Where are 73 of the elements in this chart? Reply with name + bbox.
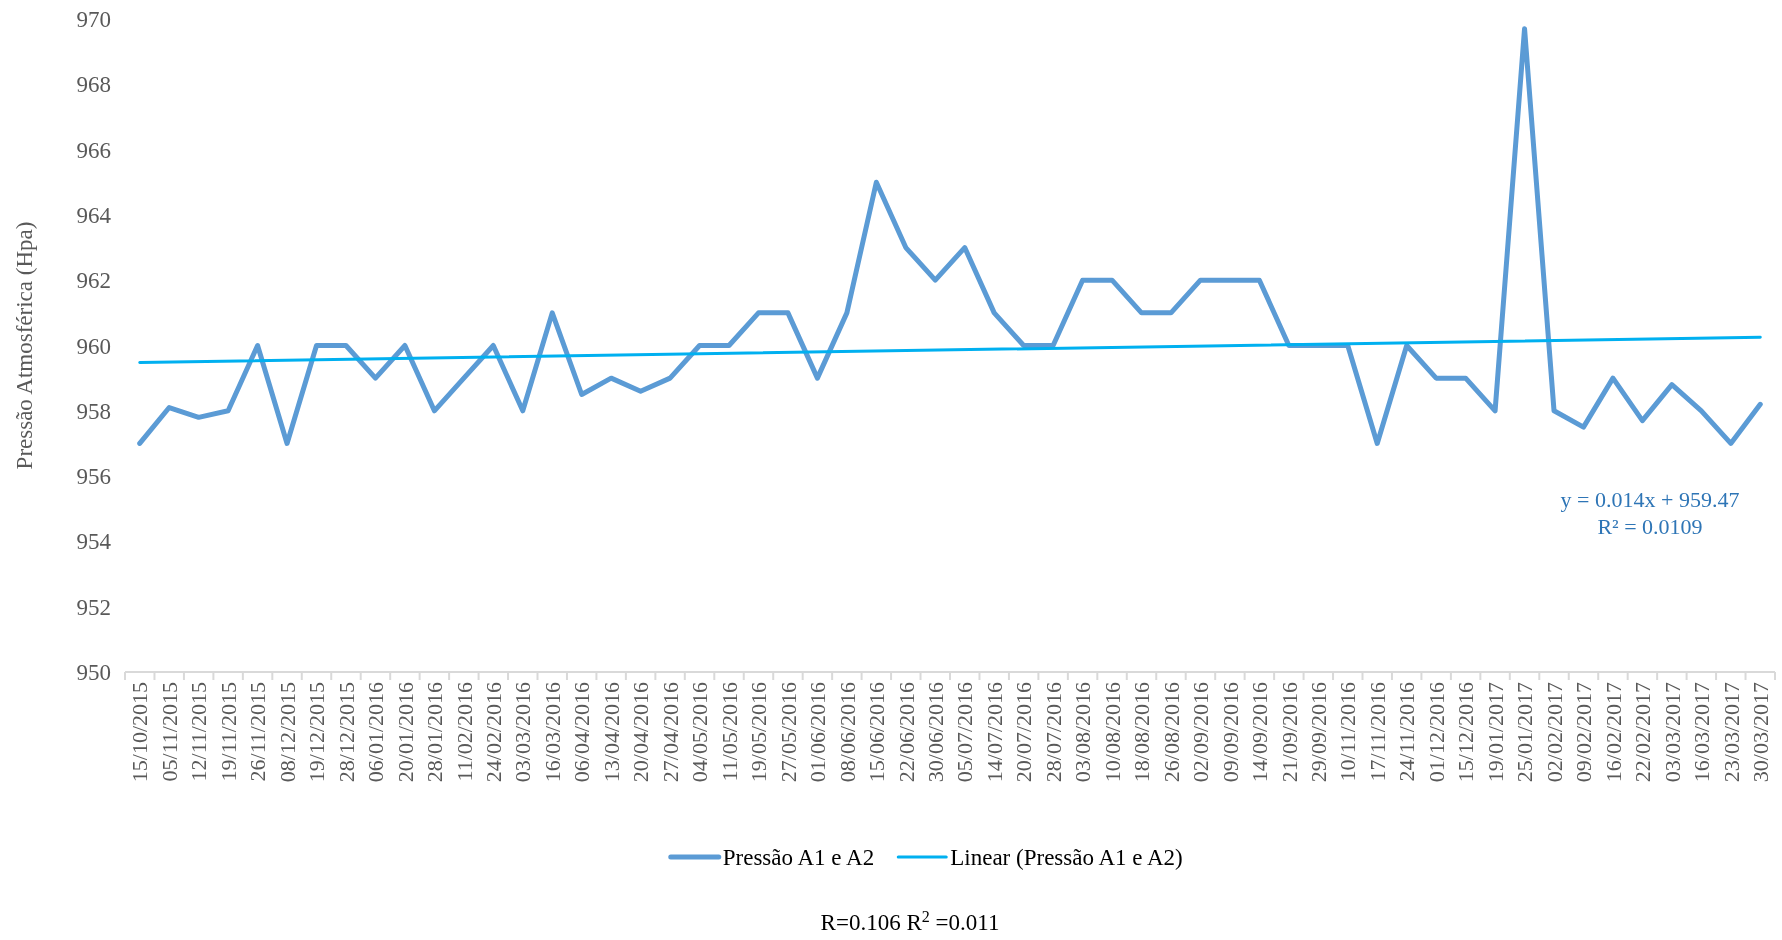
x-tick-label: 15/06/2016 (864, 682, 890, 783)
y-tick-label: 970 (76, 7, 111, 33)
x-tick-label: 04/05/2016 (687, 682, 713, 783)
x-tick-label: 02/02/2017 (1541, 682, 1567, 783)
x-tick-label: 19/01/2017 (1482, 682, 1508, 783)
legend-label: Pressão A1 e A2 (722, 845, 875, 871)
y-tick-label: 950 (76, 660, 111, 686)
x-tick-label: 01/06/2016 (805, 682, 831, 783)
x-tick-label: 10/11/2016 (1335, 682, 1361, 782)
x-tick-label: 27/05/2016 (775, 682, 801, 783)
y-tick-label: 964 (76, 202, 112, 228)
text: R=0.106 R$^{2}$ =0.011 (820, 907, 1000, 935)
x-tick-label: 11/05/2016 (716, 682, 742, 782)
x-tick-label: 18/08/2016 (1129, 682, 1155, 783)
x-tick-label: 22/02/2017 (1630, 682, 1656, 783)
x-tick-label: 09/09/2016 (1217, 682, 1243, 783)
y-tick-label: 954 (76, 529, 112, 555)
x-tick-label: 14/07/2016 (981, 682, 1007, 783)
legend-label: Linear (Pressão A1 e A2) (950, 845, 1183, 871)
x-tick-label: 13/04/2016 (598, 682, 624, 783)
x-tick-label: 05/07/2016 (952, 682, 978, 783)
x-tick-label: 30/06/2016 (922, 682, 948, 783)
y-tick-label: 960 (76, 333, 111, 359)
x-tick-label: 21/09/2016 (1276, 682, 1302, 783)
x-tick-label: 20/07/2016 (1011, 682, 1037, 783)
x-tick-label: 05/11/2015 (156, 682, 182, 782)
x-tick-label: 08/12/2015 (274, 682, 300, 783)
x-tick-label: 24/02/2016 (481, 682, 506, 783)
x-tick-label: 03/03/2017 (1659, 682, 1685, 783)
annotation: R² = 0.0109 (1597, 514, 1703, 539)
x-tick-label: 02/09/2016 (1188, 682, 1214, 783)
y-axis-title: Pressão Atmosférica (Hpa) (12, 221, 37, 470)
x-tick-label: 15/10/2015 (127, 682, 153, 783)
x-tick-label: 11/02/2016 (451, 682, 477, 782)
annotation: y = 0.014x + 959.47 (1560, 487, 1740, 512)
x-tick-label: 19/12/2015 (304, 682, 330, 783)
x-tick-label: 03/03/2016 (510, 682, 536, 783)
y-tick-label: 966 (76, 137, 111, 163)
x-tick-label: 12/11/2015 (186, 682, 212, 782)
x-tick-label: 24/11/2016 (1394, 682, 1420, 782)
x-tick-label: 30/03/2017 (1747, 682, 1773, 783)
x-tick-label: 06/04/2016 (569, 682, 595, 783)
y-tick-label: 962 (76, 268, 111, 294)
x-tick-label: 26/11/2015 (245, 682, 271, 782)
x-tick-label: 19/05/2016 (746, 682, 772, 783)
x-tick-label: 17/11/2016 (1364, 682, 1390, 782)
x-tick-label: 16/03/2016 (539, 682, 565, 783)
x-tick-label: 16/03/2017 (1689, 682, 1715, 783)
y-tick-label: 968 (76, 72, 111, 98)
x-tick-label: 14/09/2016 (1247, 682, 1273, 783)
x-tick-label: 20/01/2016 (392, 682, 418, 783)
x-tick-label: 16/02/2017 (1600, 682, 1626, 783)
x-tick-label: 01/12/2016 (1423, 682, 1449, 783)
x-tick-label: 15/12/2016 (1453, 682, 1479, 783)
y-tick-label: 956 (76, 464, 111, 490)
x-tick-label: 28/01/2016 (422, 682, 448, 783)
x-tick-label: 03/08/2016 (1070, 682, 1096, 783)
x-tick-label: 06/01/2016 (363, 682, 389, 783)
x-tick-label: 26/08/2016 (1158, 682, 1184, 783)
x-tick-label: 09/02/2017 (1571, 682, 1597, 783)
x-tick-label: 22/06/2016 (893, 682, 919, 783)
x-tick-label: 10/08/2016 (1099, 682, 1125, 783)
x-tick-label: 23/03/2017 (1718, 682, 1744, 783)
x-tick-label: 29/09/2016 (1306, 682, 1331, 783)
y-tick-label: 958 (76, 398, 111, 424)
x-tick-label: 08/06/2016 (834, 682, 860, 783)
x-tick-label: 25/01/2017 (1512, 682, 1538, 783)
x-tick-label: 28/07/2016 (1040, 682, 1066, 783)
x-tick-label: 20/04/2016 (628, 682, 654, 783)
x-tick-label: 27/04/2016 (657, 682, 683, 783)
x-tick-label: 19/11/2015 (215, 682, 241, 782)
x-tick-label: 28/12/2015 (333, 682, 359, 783)
y-tick-label: 952 (76, 594, 111, 620)
